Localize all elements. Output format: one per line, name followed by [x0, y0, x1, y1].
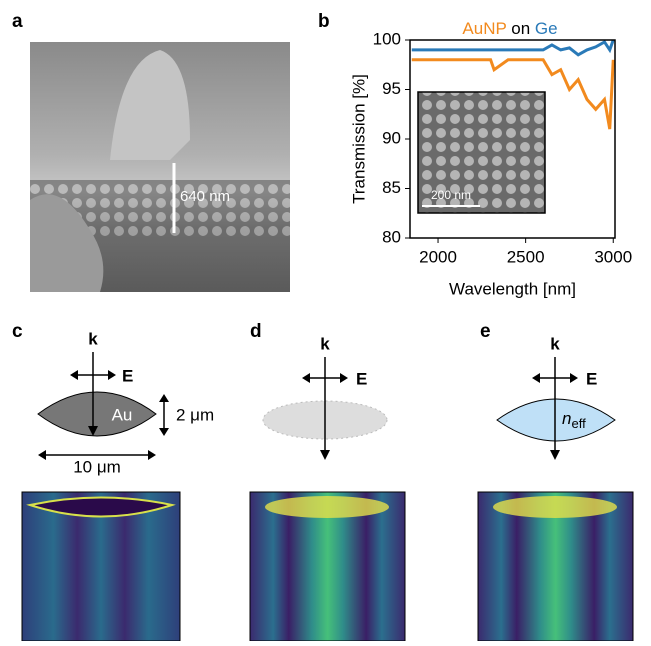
k-label: k — [88, 329, 98, 348]
x-axis-label: Wavelength [nm] — [449, 279, 576, 298]
x-tick-label: 3000 — [594, 247, 632, 266]
thickness-label: 2 μm — [176, 405, 214, 424]
legend-joiner: on — [511, 19, 530, 38]
k-label: k — [320, 334, 330, 353]
e-label: E — [122, 366, 133, 385]
x-tick-label: 2000 — [419, 247, 457, 266]
arrowhead — [320, 450, 330, 460]
legend-entry: Ge — [535, 19, 558, 38]
e-label: E — [586, 369, 597, 388]
index-symbol: n — [562, 409, 571, 428]
y-tick-label: 100 — [373, 29, 401, 48]
y-tick-label: 95 — [382, 79, 401, 98]
width-label: 10 μm — [73, 457, 121, 476]
panel-label: b — [318, 11, 330, 32]
scale-label: 200 nm — [431, 188, 471, 202]
arrowhead — [550, 450, 560, 460]
legend: AuNP on Ge — [462, 19, 557, 38]
scale-label: 640 nm — [180, 188, 230, 205]
field-hotspot — [493, 496, 617, 518]
y-tick-label: 85 — [382, 178, 401, 197]
series-line — [412, 40, 613, 55]
e-label: E — [356, 369, 367, 388]
y-tick-label: 80 — [382, 227, 401, 246]
material-label: Au — [112, 405, 133, 424]
x-tick-label: 2500 — [507, 247, 545, 266]
effective-lens — [497, 399, 615, 441]
y-axis-label: Transmission [%] — [349, 74, 368, 204]
panel-label: a — [12, 11, 23, 32]
figure: a 640 nm b AuNP on Ge 80 85 90 95 100 2000 250… — [0, 0, 651, 641]
panel-label: d — [250, 321, 262, 342]
panel-label: e — [480, 321, 491, 342]
field-hotspot — [265, 496, 389, 518]
panel-label: c — [12, 321, 23, 342]
y-tick-label: 90 — [382, 128, 401, 147]
index-subscript: eff — [571, 416, 586, 431]
au-lens — [38, 392, 156, 436]
k-label: k — [550, 334, 560, 353]
legend-entry: AuNP — [462, 19, 506, 38]
